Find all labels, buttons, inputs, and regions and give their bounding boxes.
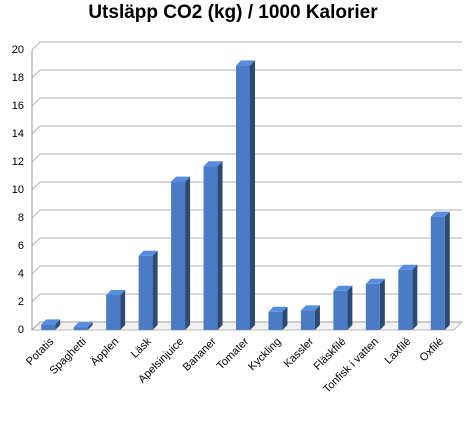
grid-line bbox=[31, 293, 462, 303]
grid-line bbox=[31, 41, 462, 51]
bar bbox=[333, 285, 353, 330]
grid-line bbox=[31, 321, 462, 331]
bar bbox=[106, 290, 126, 330]
bar bbox=[138, 250, 158, 330]
grid-line bbox=[31, 265, 462, 275]
x-tick-label: Kyckling bbox=[246, 336, 283, 373]
bar bbox=[203, 161, 223, 330]
x-tick-label: Äpplen bbox=[89, 336, 122, 369]
grid-line bbox=[31, 69, 462, 79]
y-tick-label: 12 bbox=[12, 156, 24, 168]
bar bbox=[73, 322, 93, 330]
x-tick-label: Laxfilé bbox=[383, 336, 414, 367]
x-tick-label: Läsk bbox=[129, 335, 154, 360]
y-tick-label: 18 bbox=[12, 72, 24, 84]
bar bbox=[365, 278, 385, 330]
y-tick-label: 8 bbox=[18, 212, 24, 224]
y-tick-label: 6 bbox=[18, 240, 24, 252]
bar bbox=[398, 264, 418, 330]
y-tick-label: 16 bbox=[12, 100, 24, 112]
bar bbox=[300, 305, 320, 330]
grid-line bbox=[31, 125, 462, 135]
x-tick-label: Tomater bbox=[215, 335, 252, 372]
bar bbox=[236, 60, 255, 331]
y-tick-label: 20 bbox=[12, 44, 24, 56]
y-tick-label: 10 bbox=[12, 184, 24, 196]
bar bbox=[268, 306, 288, 330]
grid-line bbox=[31, 97, 462, 107]
grid-line bbox=[31, 237, 462, 247]
bar bbox=[171, 176, 191, 330]
y-tick-label: 14 bbox=[12, 128, 24, 140]
y-tick-label: 4 bbox=[18, 268, 24, 280]
y-tick-label: 2 bbox=[18, 296, 24, 308]
x-tick-label: Oxfilé bbox=[418, 336, 446, 364]
bar bbox=[41, 319, 61, 330]
chart-title: Utsläpp CO2 (kg) / 1000 Kalorier bbox=[88, 2, 378, 23]
bar bbox=[430, 211, 450, 330]
grid-line bbox=[31, 209, 462, 219]
y-tick-label: 0 bbox=[18, 324, 24, 336]
grid-line bbox=[31, 153, 462, 163]
grid-line bbox=[31, 181, 462, 191]
x-tick-label: Bananer bbox=[181, 335, 219, 373]
